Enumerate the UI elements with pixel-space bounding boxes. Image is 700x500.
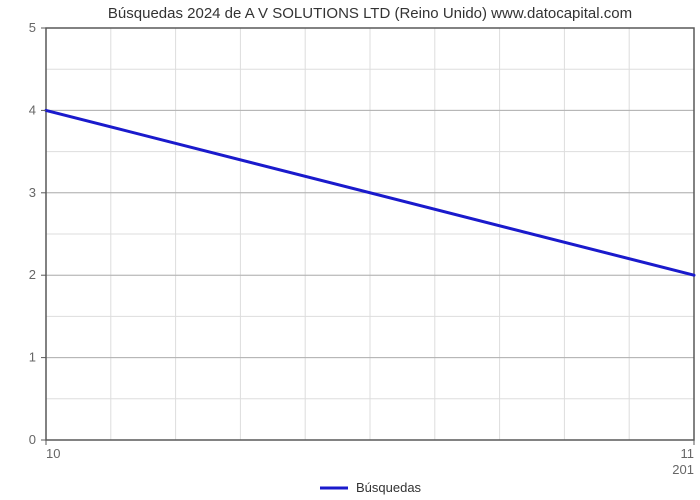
y-tick-label: 5 [29,20,36,35]
x-axis-secondary-label: 201 [672,462,694,477]
x-tick-label: 10 [46,446,60,461]
y-tick-label: 1 [29,350,36,365]
chart-svg: 0 1 2 3 4 5 10 11201 Búsquedas 2024 de A V SOLUT… [0,0,700,500]
y-tick-label: 0 [29,432,36,447]
y-tick-label: 2 [29,267,36,282]
line-chart: 0 1 2 3 4 5 10 11201 Búsquedas 2024 de A V SOLUT… [0,0,700,500]
y-tick-label: 3 [29,185,36,200]
y-tick-label: 4 [29,102,36,117]
chart-title: Búsquedas 2024 de A V SOLUTIONS LTD (Rei… [108,5,632,22]
x-tick-label: 11 [681,446,695,461]
legend-label: Búsquedas [356,480,422,495]
